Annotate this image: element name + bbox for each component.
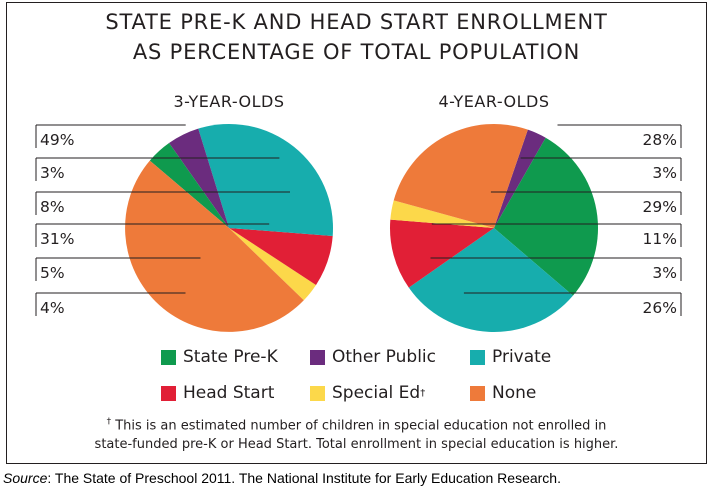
pie1-slice-private [198,124,333,236]
pie1-label-private: 31% [40,230,74,248]
legend-swatch-special-ed [310,385,325,401]
source-text: : The State of Preschool 2011. The Natio… [47,470,561,486]
legend-label-none: None [492,383,537,403]
legend-label-other-public: Other Public [332,347,436,367]
pie2-label-head-start: 11% [643,230,677,248]
pie1-slice-other-public [169,128,229,228]
pie2-slice-none [393,124,528,228]
legend-item-other-public: Other Public [310,347,436,367]
legend-item-state-pre-k: State Pre-K [161,347,278,367]
footnote-marker: † [106,417,112,427]
legend-item-special-ed: Special Ed † [310,383,425,403]
pie2-slice-other-public [494,129,546,228]
footnote-line-2: state-funded pre-K or Head Start. Total … [94,437,619,453]
legend-label-private: Private [492,347,552,367]
pie2-label-private: 29% [643,198,677,216]
legend-item-private: Private [470,347,551,367]
pie2-label-none: 26% [643,299,677,317]
pie2-slice-head-start [389,219,494,288]
legend-swatch-head-start [161,385,176,401]
legend-dagger-marker: † [420,387,426,399]
legend-item-none: None [470,383,536,403]
pie1-slice-special-ed [229,228,317,301]
pie2-slice-special-ed [390,200,494,228]
chart-title-line-1: STATE PRE-K AND HEAD START ENROLLMENT [105,10,608,34]
pie-title-2: 4-YEAR-OLDS [438,92,549,111]
pie1-label-head-start: 8% [40,198,65,216]
pie-title-1: 3-YEAR-OLDS [173,92,284,111]
pie2-slice-private [408,228,573,332]
pie1-label-none: 49% [40,131,74,149]
pie2-label-special-ed: 3% [652,264,677,282]
pie-charts: 3-YEAR-OLDS 49% 3% 8% 31% 5% 4% 4-YEAR-OLDS 28% 3… [35,92,682,332]
legend-item-head-start: Head Start [161,383,274,403]
pie1-slice-state-pre-k [149,143,229,228]
pie1-label-other-public: 5% [40,264,65,282]
pie1-label-state-pre-k: 4% [40,299,65,317]
legend-label-head-start: Head Start [183,383,275,403]
pie2-label-other-public: 3% [652,164,677,182]
legend-swatch-other-public [310,349,325,365]
legend-swatch-none [470,385,485,401]
pie1-slice-head-start [229,228,333,285]
legend-swatch-private [470,349,485,365]
source-citation: Source: The State of Preschool 2011. The… [3,470,561,486]
chart-frame [6,2,707,464]
pie2-slice-state-pre-k [494,137,598,296]
source-label: Source [3,470,48,486]
pie1-label-special-ed: 3% [40,164,65,182]
pie1-slice-none [125,160,304,332]
chart-title-line-2: AS PERCENTAGE OF TOTAL POPULATION [132,40,581,64]
legend-label-state-pre-k: State Pre-K [183,347,278,367]
footnote-line-1: This is an estimated number of children … [111,418,607,434]
legend-swatch-state-pre-k [161,349,176,365]
pie2-label-state-pre-k: 28% [643,131,677,149]
legend-label-special-ed: Special Ed [332,383,421,403]
footnote: † This is an estimated number of childre… [6,413,707,454]
